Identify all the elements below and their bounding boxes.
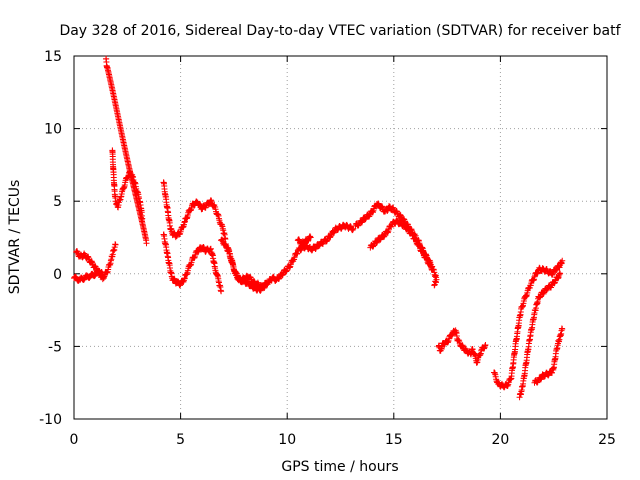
x-axis-label: GPS time / hours: [281, 459, 398, 475]
x-tick-label: 0: [70, 432, 79, 448]
series-upper-branch-afternoon-: [352, 200, 436, 271]
data-point: [537, 376, 544, 383]
data-point: [441, 341, 448, 348]
series-lower-branch-afternoon-: [367, 217, 440, 289]
data-point: [238, 279, 245, 286]
data-point: [349, 226, 356, 233]
data-point: [559, 257, 566, 264]
data-point: [283, 268, 290, 275]
data-point: [295, 236, 302, 243]
data-point: [381, 233, 388, 240]
data-point: [334, 226, 341, 233]
data-point: [397, 211, 404, 218]
data-point: [377, 236, 384, 243]
series-evening-cluster: [435, 327, 489, 366]
y-tick-label: -10: [39, 412, 62, 428]
y-tick-labels: -10 -5 0 5 10 15: [39, 49, 62, 428]
y-tick-label: 15: [44, 49, 62, 65]
data-point: [540, 290, 547, 297]
data-point: [370, 243, 377, 250]
data-point: [482, 341, 489, 348]
data-point: [397, 218, 404, 225]
data-point: [301, 240, 308, 247]
series-merged-trace-segment-2-: [224, 244, 269, 291]
data-point: [384, 207, 391, 214]
data-point: [375, 200, 382, 207]
series-isolated-points: [102, 55, 150, 247]
data-point: [557, 270, 564, 277]
series-night-trace-b: [516, 270, 564, 401]
data-point: [393, 217, 400, 224]
data-point: [97, 269, 104, 276]
data-point: [358, 219, 365, 226]
x-tick-label: 20: [491, 432, 509, 448]
data-point: [84, 253, 91, 260]
data-point: [171, 275, 178, 282]
data-point: [549, 271, 556, 278]
data-point: [459, 342, 466, 349]
x-tick-label: 5: [176, 432, 185, 448]
series-night-trace-c: [531, 325, 566, 386]
chart-title: Day 328 of 2016, Sidereal Day-to-day VTE…: [59, 23, 621, 39]
data-point: [366, 213, 373, 220]
data-point: [373, 239, 380, 246]
data-point: [176, 231, 183, 238]
data-point: [559, 325, 566, 332]
data-point: [143, 240, 150, 247]
data-point: [379, 203, 386, 210]
data-points: [71, 55, 566, 401]
data-point: [279, 272, 286, 279]
y-tick-label: 10: [44, 122, 62, 138]
y-tick-label: 5: [53, 194, 62, 210]
data-point: [100, 275, 107, 282]
data-point: [545, 372, 552, 379]
plot-frame: [73, 55, 608, 420]
data-point: [112, 241, 119, 248]
series-lower-trace-segment-2-: [160, 231, 225, 295]
x-tick-label: 25: [598, 432, 616, 448]
y-axis-label: SDTVAR / TECUs: [7, 180, 23, 295]
y-tick-label: -5: [48, 339, 62, 355]
data-point: [74, 248, 81, 255]
data-point: [307, 233, 314, 240]
data-point: [304, 238, 311, 245]
axis-ticks: [73, 55, 608, 420]
data-point: [536, 294, 543, 301]
data-point: [541, 373, 548, 380]
x-tick-label: 15: [385, 432, 403, 448]
data-point: [262, 280, 269, 287]
data-point: [262, 279, 269, 286]
y-tick-label: 0: [53, 267, 62, 283]
series-merged-trace-segment-3-: [294, 233, 314, 247]
x-tick-labels: 0 5 10 15 20 25: [70, 432, 616, 448]
data-point: [324, 237, 331, 244]
series-lower-trace-segment-1-: [73, 248, 107, 283]
data-point: [177, 282, 184, 289]
series-upper-trace-segment-3-: [160, 179, 229, 242]
data-point: [251, 278, 258, 285]
data-point: [307, 234, 314, 241]
data-point: [431, 282, 438, 289]
data-point: [362, 216, 369, 223]
data-point: [99, 276, 106, 283]
data-point: [172, 234, 179, 241]
data-point: [218, 288, 225, 295]
data-point: [195, 248, 202, 255]
series-night-trace-a: [491, 257, 566, 391]
x-tick-label: 10: [278, 432, 296, 448]
data-point: [260, 284, 267, 291]
data-point: [254, 279, 261, 286]
